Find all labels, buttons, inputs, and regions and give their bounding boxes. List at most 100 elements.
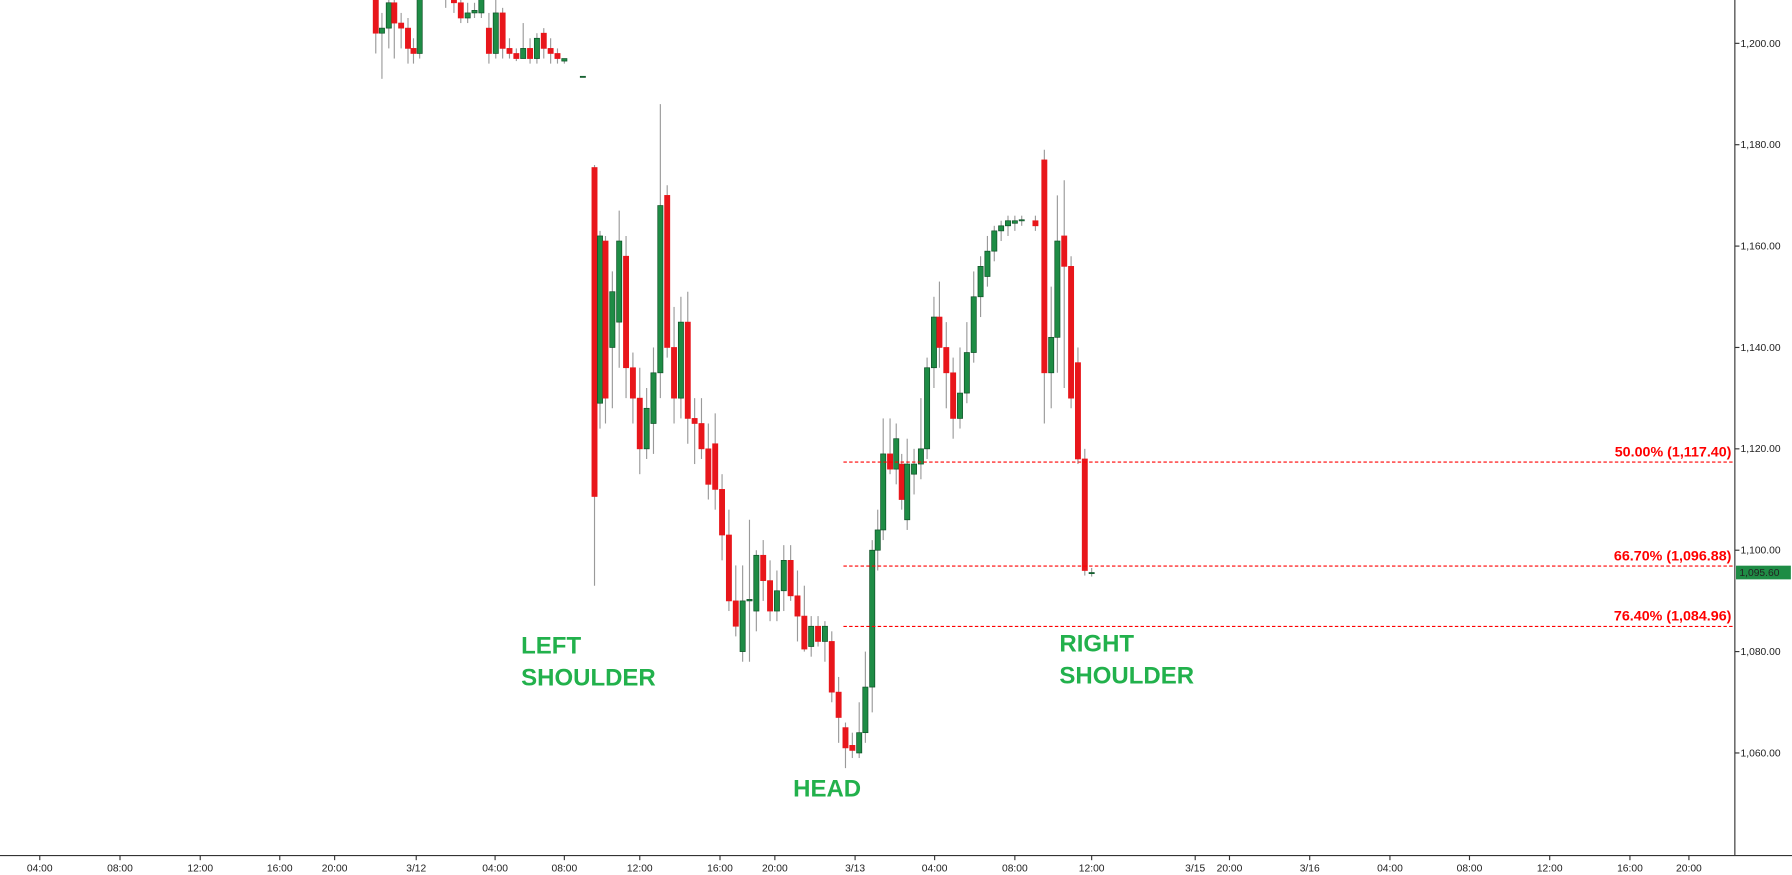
candle-body [753,554,760,612]
x-tick-label: 12:00 [627,864,653,875]
candle-body [609,291,616,348]
candle-body [579,75,586,78]
candle-body [712,443,719,490]
pattern-label: SHOULDER [1059,662,1194,689]
candle-body [898,463,905,500]
candle-body [869,549,876,688]
x-tick-label: 12:00 [1079,864,1105,875]
pattern-label: LEFT [521,633,581,660]
candle-body [527,48,534,59]
candle-body [561,58,568,62]
candle-body [1061,235,1068,267]
candle-body [405,27,411,49]
candle-body [963,352,970,394]
candle-body [760,554,767,581]
candle-body [725,534,732,602]
y-tick-label: 1,080.00 [1741,647,1781,658]
x-tick-label: 12:00 [187,864,213,875]
candle-body [835,691,842,718]
candle-body [1041,159,1048,374]
candle-body [801,615,808,650]
y-tick-label: 1,180.00 [1741,140,1781,151]
last-price-tag [1736,565,1791,580]
x-tick-label: 3/16 [1300,864,1320,875]
candle-body [780,560,787,592]
y-tick-label: 1,140.00 [1741,343,1781,354]
x-tick-label: 04:00 [482,864,508,875]
candle-body [513,53,520,59]
candle-body [540,32,547,49]
x-tick-label: 08:00 [1002,864,1028,875]
candle-body [471,10,478,14]
x-tick-label: 3/13 [845,864,865,875]
y-tick-label: 1,100.00 [1741,546,1781,557]
candle-body [732,600,739,627]
candle-body [739,600,746,652]
fib-level-label: 50.00% (1,117.40) [1615,444,1732,460]
candle-body [616,240,623,323]
pattern-label: RIGHT [1059,630,1134,657]
plot-area [372,0,1095,769]
x-tick-label: 04:00 [27,864,53,875]
candle-body [485,27,492,54]
x-tick-label: 3/15 [1185,864,1205,875]
candle-body [1018,219,1025,222]
x-tick-label: 08:00 [1457,864,1483,875]
candle-body [977,266,984,298]
candle-body [821,625,828,642]
candle-body [984,250,991,277]
candle-body [457,2,464,19]
x-tick-label: 16:00 [1617,864,1643,875]
candle-body [1011,220,1018,224]
candle-body [998,225,1005,232]
candle-body [930,316,937,369]
candle-body [991,230,998,252]
candle-body [547,48,554,54]
candle-body [684,321,691,419]
candle-body [1032,220,1039,227]
last-price-label: 1,095.60 [1739,568,1779,579]
candle-body [591,167,598,497]
pattern-labels: LEFT SHOULDER HEAD RIGHT SHOULDER [521,630,1194,802]
x-tick-label: 04:00 [1377,864,1403,875]
candle-body [520,48,527,59]
x-tick-label: 20:00 [1676,864,1702,875]
candle-body [719,489,726,536]
candle-body [773,590,780,612]
pattern-label: HEAD [793,775,861,802]
candle-body [664,195,671,348]
candle-body [492,12,499,54]
y-tick-label: 1,060.00 [1741,748,1781,759]
candle-body [787,560,794,597]
candle-body [1005,220,1011,227]
candle-body [698,423,705,450]
candle-body [1068,266,1075,399]
candle-body [464,12,471,19]
candle-body [506,48,513,54]
candle-body [629,367,636,399]
candle-body [893,438,900,470]
x-tick-label: 3/12 [406,864,426,875]
candle-body [815,625,822,642]
candle-body [677,321,684,399]
candle-body [378,27,385,34]
y-tick-label: 1,200.00 [1741,39,1781,50]
fib-level-label: 76.40% (1,084.96) [1614,609,1732,625]
candle-body [705,448,712,485]
candle-body [372,0,379,34]
x-tick-label: 20:00 [1217,864,1243,875]
candle-body [842,727,849,749]
candle-body [911,463,918,475]
candle-body [533,37,540,59]
y-tick-label: 1,160.00 [1741,242,1781,253]
candle-body [398,22,405,29]
candle-body [1081,458,1088,571]
fib-level-label: 66.70% (1,096.88) [1614,548,1732,564]
candle-body [691,418,698,424]
candle-body [671,347,678,399]
candle-body [943,347,950,374]
candle-body [643,407,650,450]
candle-body [623,255,630,369]
candle-body [1054,240,1061,338]
